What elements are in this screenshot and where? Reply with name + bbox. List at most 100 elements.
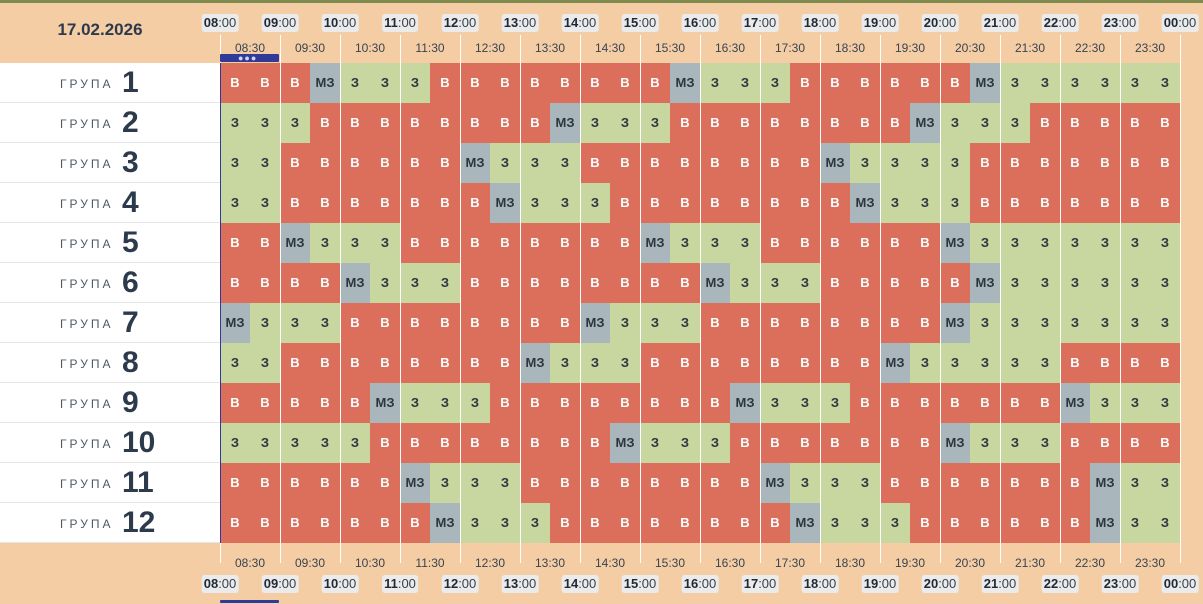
schedule-cell[interactable]: З — [1030, 423, 1060, 463]
schedule-cell[interactable]: В — [490, 303, 520, 343]
schedule-cell[interactable]: В — [850, 63, 880, 103]
schedule-cell[interactable]: З — [1030, 223, 1060, 263]
schedule-cell[interactable]: В — [220, 383, 250, 423]
schedule-cell[interactable]: МЗ — [670, 63, 700, 103]
schedule-cell[interactable]: З — [610, 103, 640, 143]
schedule-cell[interactable]: В — [820, 303, 850, 343]
schedule-cell[interactable]: В — [700, 143, 730, 183]
schedule-cell[interactable]: МЗ — [460, 143, 490, 183]
schedule-cell[interactable]: В — [670, 103, 700, 143]
schedule-cell[interactable]: В — [790, 183, 820, 223]
schedule-cell[interactable]: В — [520, 223, 550, 263]
schedule-cell[interactable]: З — [460, 383, 490, 423]
schedule-cell[interactable]: В — [970, 183, 1000, 223]
schedule-cell[interactable]: В — [1090, 183, 1120, 223]
schedule-cell[interactable]: В — [1030, 503, 1060, 543]
schedule-cell[interactable]: З — [1120, 223, 1150, 263]
schedule-cell[interactable]: В — [1060, 463, 1090, 503]
schedule-cell[interactable]: З — [670, 303, 700, 343]
schedule-cell[interactable]: З — [1090, 223, 1120, 263]
schedule-cell[interactable]: В — [910, 263, 940, 303]
schedule-cell[interactable]: З — [970, 423, 1000, 463]
schedule-cell[interactable]: В — [430, 223, 460, 263]
schedule-cell[interactable]: В — [1120, 183, 1150, 223]
schedule-cell[interactable]: З — [640, 303, 670, 343]
schedule-cell[interactable]: В — [970, 503, 1000, 543]
schedule-cell[interactable]: В — [700, 343, 730, 383]
schedule-cell[interactable]: В — [580, 383, 610, 423]
schedule-cell[interactable]: В — [400, 343, 430, 383]
schedule-cell[interactable]: В — [520, 103, 550, 143]
schedule-cell[interactable]: В — [880, 103, 910, 143]
schedule-cell[interactable]: В — [610, 503, 640, 543]
schedule-cell[interactable]: МЗ — [490, 183, 520, 223]
schedule-cell[interactable]: В — [760, 303, 790, 343]
group-label-5[interactable]: ГРУПА 5 — [0, 223, 220, 263]
schedule-cell[interactable]: В — [430, 303, 460, 343]
schedule-cell[interactable]: В — [610, 463, 640, 503]
schedule-cell[interactable]: В — [610, 263, 640, 303]
schedule-cell[interactable]: З — [250, 343, 280, 383]
schedule-cell[interactable]: В — [280, 63, 310, 103]
schedule-cell[interactable]: З — [790, 383, 820, 423]
schedule-cell[interactable]: В — [760, 143, 790, 183]
schedule-cell[interactable]: В — [1150, 103, 1180, 143]
schedule-cell[interactable]: З — [910, 183, 940, 223]
schedule-cell[interactable]: В — [550, 503, 580, 543]
schedule-cell[interactable]: В — [700, 463, 730, 503]
schedule-cell[interactable]: З — [880, 143, 910, 183]
schedule-cell[interactable]: В — [490, 63, 520, 103]
schedule-cell[interactable]: З — [1120, 63, 1150, 103]
schedule-cell[interactable]: В — [850, 223, 880, 263]
schedule-cell[interactable]: З — [790, 463, 820, 503]
schedule-cell[interactable]: З — [220, 183, 250, 223]
schedule-cell[interactable]: З — [340, 63, 370, 103]
schedule-cell[interactable]: З — [550, 183, 580, 223]
schedule-cell[interactable]: В — [370, 503, 400, 543]
schedule-cell[interactable]: В — [940, 503, 970, 543]
schedule-cell[interactable]: З — [1000, 223, 1030, 263]
schedule-cell[interactable]: З — [580, 343, 610, 383]
schedule-cell[interactable]: В — [250, 463, 280, 503]
schedule-cell[interactable]: З — [1150, 63, 1180, 103]
schedule-cell[interactable]: З — [1090, 63, 1120, 103]
schedule-cell[interactable]: МЗ — [1060, 383, 1090, 423]
schedule-cell[interactable]: З — [220, 103, 250, 143]
schedule-cell[interactable]: В — [730, 103, 760, 143]
schedule-cell[interactable]: В — [850, 103, 880, 143]
schedule-cell[interactable]: З — [310, 423, 340, 463]
schedule-cell[interactable]: В — [940, 463, 970, 503]
schedule-cell[interactable]: В — [850, 263, 880, 303]
schedule-cell[interactable]: В — [610, 143, 640, 183]
schedule-cell[interactable]: В — [310, 343, 340, 383]
schedule-cell[interactable]: В — [580, 263, 610, 303]
schedule-cell[interactable]: В — [400, 103, 430, 143]
schedule-cell[interactable]: В — [790, 143, 820, 183]
schedule-cell[interactable]: МЗ — [610, 423, 640, 463]
schedule-cell[interactable]: З — [250, 423, 280, 463]
schedule-cell[interactable]: З — [970, 223, 1000, 263]
schedule-cell[interactable]: В — [370, 143, 400, 183]
schedule-cell[interactable]: В — [970, 383, 1000, 423]
group-label-11[interactable]: ГРУПА 11 — [0, 463, 220, 503]
schedule-cell[interactable]: З — [340, 223, 370, 263]
schedule-cell[interactable]: В — [220, 263, 250, 303]
schedule-cell[interactable]: З — [760, 63, 790, 103]
schedule-cell[interactable]: В — [1030, 183, 1060, 223]
schedule-cell[interactable]: В — [310, 463, 340, 503]
schedule-cell[interactable]: В — [1060, 183, 1090, 223]
schedule-cell[interactable]: В — [1030, 143, 1060, 183]
schedule-cell[interactable]: В — [1150, 143, 1180, 183]
schedule-cell[interactable]: В — [1150, 183, 1180, 223]
schedule-cell[interactable]: В — [730, 143, 760, 183]
schedule-cell[interactable]: З — [820, 503, 850, 543]
schedule-cell[interactable]: З — [520, 143, 550, 183]
group-label-9[interactable]: ГРУПА 9 — [0, 383, 220, 423]
schedule-cell[interactable]: В — [820, 223, 850, 263]
schedule-cell[interactable]: В — [580, 463, 610, 503]
schedule-cell[interactable]: В — [1150, 423, 1180, 463]
group-label-4[interactable]: ГРУПА 4 — [0, 183, 220, 223]
current-time-marker[interactable] — [220, 54, 279, 62]
schedule-cell[interactable]: В — [850, 423, 880, 463]
schedule-cell[interactable]: В — [520, 423, 550, 463]
